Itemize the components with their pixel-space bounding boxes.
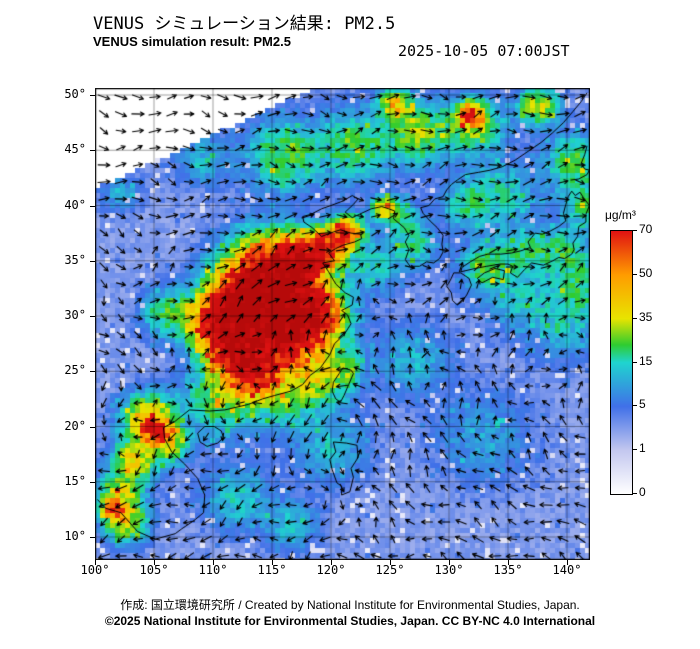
- y-tick-label: 15°: [64, 473, 86, 488]
- colorbar-tick-mark: [633, 405, 637, 406]
- y-tick-mark: [90, 426, 95, 428]
- y-tick-mark: [90, 316, 95, 317]
- x-tick-label: 130°: [434, 563, 464, 577]
- colorbar-unit-label: μg/m³: [605, 208, 636, 222]
- colorbar-tick-mark: [633, 230, 637, 231]
- x-tick-mark: [213, 560, 214, 565]
- x-tick-label: 120°: [316, 563, 346, 577]
- x-tick-mark: [272, 560, 273, 565]
- colorbar-tick-mark: [633, 493, 637, 494]
- y-tick-label: 35°: [64, 252, 86, 267]
- y-tick-label: 50°: [64, 87, 86, 101]
- colorbar-tick-label: 0: [639, 485, 646, 499]
- y-tick-mark: [90, 150, 95, 152]
- colorbar-tick-mark: [633, 362, 637, 363]
- y-tick-mark: [90, 260, 95, 262]
- colorbar-tick-mark: [633, 449, 637, 450]
- y-tick-mark: [90, 537, 95, 538]
- y-tick-label: 40°: [64, 197, 86, 212]
- colorbar-tick-label: 50: [639, 265, 653, 280]
- pm25-concentration-map-canvas: [95, 88, 590, 560]
- credit-line: 作成: 国立環境研究所 / Created by National Instit…: [120, 598, 580, 612]
- x-tick-label: 115°: [257, 563, 287, 577]
- x-tick-label: 105°: [139, 563, 169, 577]
- colorbar-tick-label: 5: [639, 397, 646, 412]
- x-tick-label: 100°: [80, 563, 110, 577]
- y-tick-mark: [90, 481, 95, 483]
- colorbar-tick-mark: [633, 274, 637, 275]
- colorbar-tick-label: 35: [639, 309, 653, 324]
- x-tick-mark: [95, 560, 96, 565]
- colorbar-tick-label: 15: [639, 353, 653, 368]
- y-tick-label: 25°: [64, 363, 86, 378]
- x-tick-label: 135°: [493, 563, 523, 577]
- x-tick-mark: [331, 560, 332, 565]
- x-tick-label: 140°: [552, 563, 582, 577]
- license-line: ©2025 National Institute for Environment…: [104, 614, 596, 628]
- y-tick-label: 20°: [64, 418, 86, 433]
- y-tick-label: 45°: [64, 142, 86, 157]
- colorbar-tick-label: 70: [639, 222, 653, 236]
- y-tick-mark: [90, 205, 95, 207]
- forecast-timestamp: 2025-10-05 07:00JST: [398, 42, 570, 60]
- x-tick-label: 125°: [375, 563, 405, 577]
- colorbar-tick-label: 1: [639, 441, 646, 456]
- x-tick-label: 110°: [198, 563, 228, 577]
- x-tick-mark: [449, 560, 450, 565]
- figure-title-english: VENUS simulation result: PM2.5: [93, 34, 291, 49]
- y-tick-mark: [90, 371, 95, 373]
- x-tick-mark: [567, 560, 568, 565]
- colorbar: [610, 230, 633, 495]
- y-tick-label: 10°: [64, 529, 86, 543]
- y-tick-mark: [90, 95, 95, 96]
- x-tick-mark: [154, 560, 155, 565]
- figure-title-japanese: VENUS シミュレーション結果: PM2.5: [93, 14, 396, 34]
- x-tick-mark: [508, 560, 509, 565]
- y-tick-label: 30°: [64, 308, 86, 322]
- colorbar-tick-mark: [633, 318, 637, 319]
- x-tick-mark: [390, 560, 391, 565]
